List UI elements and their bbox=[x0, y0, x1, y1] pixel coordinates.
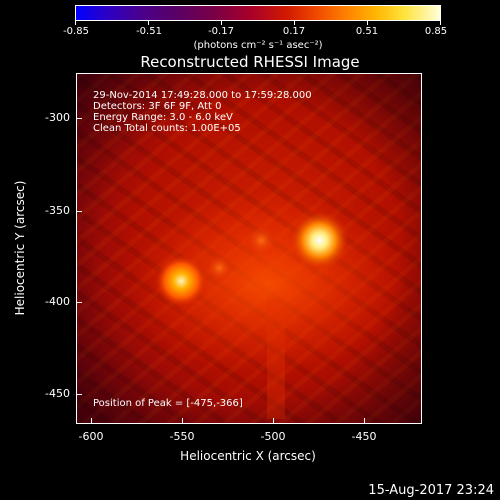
image-canvas bbox=[77, 74, 421, 423]
colorbar-label: -0.85 bbox=[63, 26, 89, 37]
y-tick bbox=[76, 211, 82, 212]
x-tick bbox=[91, 418, 92, 424]
y-tick-label: -300 bbox=[45, 111, 70, 124]
info-line: Clean Total counts: 1.00E+05 bbox=[93, 123, 241, 134]
plot-title: Reconstructed RHESSI Image bbox=[140, 53, 360, 71]
rhessi-image: 29-Nov-2014 17:49:28.000 to 17:59:28.000… bbox=[76, 73, 422, 424]
colorbar-label: -0.51 bbox=[136, 26, 162, 37]
colorbar-tick bbox=[148, 21, 149, 25]
x-tick bbox=[273, 418, 274, 424]
colorbar-label: -0.17 bbox=[208, 26, 234, 37]
x-tick bbox=[364, 418, 365, 424]
colorbar-label: 0.51 bbox=[355, 26, 379, 37]
colorbar bbox=[75, 5, 441, 21]
colorbar-label: 0.17 bbox=[282, 26, 306, 37]
colorbar-tick bbox=[367, 21, 368, 25]
y-tick-label: -450 bbox=[45, 387, 70, 400]
y-tick bbox=[76, 302, 82, 303]
y-axis-label: Heliocentric Y (arcsec) bbox=[13, 180, 27, 316]
colorbar-units: (photons cm⁻² s⁻¹ asec⁻²) bbox=[193, 40, 323, 51]
x-tick-label: -450 bbox=[351, 430, 377, 443]
timestamp: 15-Aug-2017 23:24 bbox=[368, 483, 494, 498]
colorbar-tick bbox=[440, 21, 441, 25]
colorbar-tick bbox=[294, 21, 295, 25]
source-secondary bbox=[155, 254, 208, 307]
colorbar-tick bbox=[221, 21, 222, 25]
x-tick-label: -600 bbox=[78, 430, 104, 443]
source-faint-2 bbox=[205, 254, 234, 283]
source-primary bbox=[289, 210, 350, 271]
peak-position: Position of Peak = [-475,-366] bbox=[93, 398, 243, 409]
x-tick-label: -500 bbox=[260, 430, 286, 443]
info-line: Detectors: 3F 6F 9F, Att 0 bbox=[93, 101, 222, 112]
y-tick-label: -400 bbox=[45, 295, 70, 308]
colorbar-tick bbox=[75, 21, 76, 25]
x-axis-label: Heliocentric X (arcsec) bbox=[180, 449, 316, 463]
source-faint-1 bbox=[245, 224, 278, 257]
x-tick-label: -550 bbox=[169, 430, 195, 443]
info-line: 29-Nov-2014 17:49:28.000 to 17:59:28.000 bbox=[93, 90, 312, 101]
x-tick bbox=[182, 418, 183, 424]
y-tick-label: -350 bbox=[45, 204, 70, 217]
y-tick bbox=[76, 394, 82, 395]
colorbar-label: 0.85 bbox=[424, 26, 448, 37]
info-line: Energy Range: 3.0 - 6.0 keV bbox=[93, 112, 233, 123]
y-tick bbox=[76, 118, 82, 119]
